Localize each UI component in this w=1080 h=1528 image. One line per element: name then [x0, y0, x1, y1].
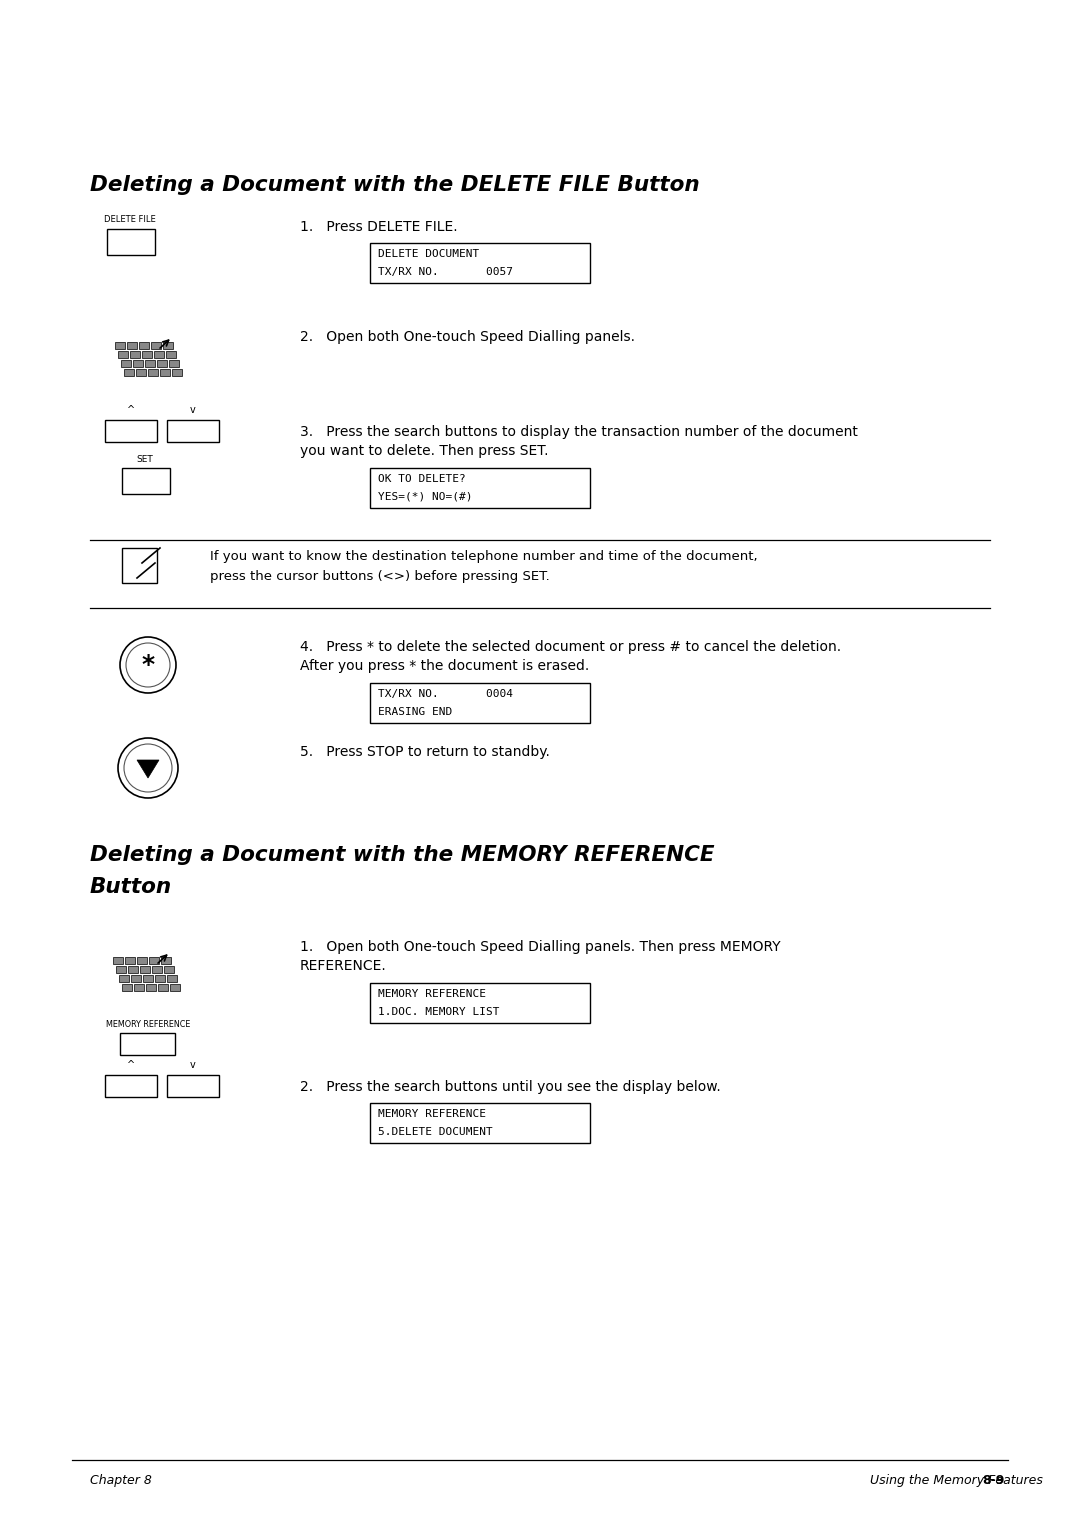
Bar — [137, 957, 147, 964]
Bar — [124, 368, 134, 376]
Text: Deleting a Document with the DELETE FILE Button: Deleting a Document with the DELETE FILE… — [90, 176, 700, 196]
Bar — [107, 229, 156, 255]
Bar — [163, 342, 173, 348]
Bar — [149, 957, 159, 964]
Bar — [120, 1033, 175, 1054]
Bar — [129, 966, 138, 973]
Bar — [160, 368, 170, 376]
Bar — [154, 351, 164, 358]
Text: Chapter 8: Chapter 8 — [90, 1475, 152, 1487]
Text: TX/RX NO.       0057: TX/RX NO. 0057 — [378, 267, 513, 277]
Text: SET: SET — [137, 455, 153, 465]
Bar — [122, 984, 132, 992]
Text: ^: ^ — [127, 1060, 135, 1070]
Bar — [119, 975, 129, 983]
Bar — [370, 683, 590, 723]
Bar — [166, 351, 176, 358]
Bar — [114, 342, 125, 348]
Circle shape — [118, 738, 178, 798]
Bar — [125, 957, 135, 964]
Bar — [130, 351, 140, 358]
Bar — [113, 957, 123, 964]
Text: OK TO DELETE?: OK TO DELETE? — [378, 474, 465, 484]
Text: ^: ^ — [127, 405, 135, 416]
Text: MEMORY REFERENCE: MEMORY REFERENCE — [378, 1109, 486, 1118]
Bar — [127, 342, 137, 348]
Bar — [145, 361, 156, 367]
Text: DELETE FILE: DELETE FILE — [104, 215, 156, 225]
Text: 5.DELETE DOCUMENT: 5.DELETE DOCUMENT — [378, 1126, 492, 1137]
Bar — [370, 243, 590, 283]
Bar — [152, 966, 162, 973]
Bar — [168, 361, 179, 367]
Text: 1.DOC. MEMORY LIST: 1.DOC. MEMORY LIST — [378, 1007, 499, 1016]
Text: Deleting a Document with the MEMORY REFERENCE: Deleting a Document with the MEMORY REFE… — [90, 845, 715, 865]
Bar — [158, 984, 168, 992]
Bar — [370, 468, 590, 507]
Text: DELETE DOCUMENT: DELETE DOCUMENT — [378, 249, 480, 260]
Text: 8-9: 8-9 — [983, 1475, 1005, 1487]
Text: 5.   Press STOP to return to standby.: 5. Press STOP to return to standby. — [300, 746, 550, 759]
Bar — [116, 966, 126, 973]
Text: 2.   Open both One-touch Speed Dialling panels.: 2. Open both One-touch Speed Dialling pa… — [300, 330, 635, 344]
Circle shape — [126, 643, 170, 688]
Text: 1.   Press DELETE FILE.: 1. Press DELETE FILE. — [300, 220, 458, 234]
Bar — [161, 957, 171, 964]
Bar — [141, 351, 152, 358]
Text: TX/RX NO.       0004: TX/RX NO. 0004 — [378, 689, 513, 700]
Bar — [167, 975, 177, 983]
Bar — [121, 361, 131, 367]
Text: press the cursor buttons (<>) before pressing SET.: press the cursor buttons (<>) before pre… — [210, 570, 550, 584]
Text: 4.   Press * to delete the selected document or press # to cancel the deletion.: 4. Press * to delete the selected docume… — [300, 640, 841, 654]
Text: v: v — [190, 405, 195, 416]
Circle shape — [124, 744, 172, 792]
Polygon shape — [122, 549, 157, 584]
Text: Using the Memory Features: Using the Memory Features — [870, 1475, 1043, 1487]
Text: 1.   Open both One-touch Speed Dialling panels. Then press MEMORY: 1. Open both One-touch Speed Dialling pa… — [300, 940, 781, 953]
Text: *: * — [141, 652, 154, 677]
Bar — [370, 983, 590, 1024]
Bar — [122, 468, 170, 494]
Bar — [134, 984, 144, 992]
Text: REFERENCE.: REFERENCE. — [300, 960, 387, 973]
Bar — [133, 361, 143, 367]
Bar — [105, 420, 157, 442]
Text: YES=(*) NO=(#): YES=(*) NO=(#) — [378, 492, 473, 501]
Polygon shape — [137, 759, 159, 778]
Circle shape — [120, 637, 176, 694]
Text: ERASING END: ERASING END — [378, 707, 453, 717]
Bar — [156, 975, 165, 983]
Text: 3.   Press the search buttons to display the transaction number of the document: 3. Press the search buttons to display t… — [300, 425, 858, 439]
Bar — [370, 1103, 590, 1143]
Bar — [143, 975, 153, 983]
Text: If you want to know the destination telephone number and time of the document,: If you want to know the destination tele… — [210, 550, 758, 562]
Bar — [136, 368, 146, 376]
Bar — [131, 975, 141, 983]
Bar — [164, 966, 174, 973]
Bar — [140, 966, 150, 973]
Bar — [167, 1076, 219, 1097]
Text: 2.   Press the search buttons until you see the display below.: 2. Press the search buttons until you se… — [300, 1080, 720, 1094]
Bar — [157, 361, 167, 367]
Bar — [151, 342, 161, 348]
Text: Button: Button — [90, 877, 172, 897]
Bar — [170, 984, 180, 992]
Bar — [118, 351, 129, 358]
Text: v: v — [190, 1060, 195, 1070]
Text: MEMORY REFERENCE: MEMORY REFERENCE — [106, 1021, 190, 1028]
Bar — [139, 342, 149, 348]
Bar — [167, 420, 219, 442]
Bar — [146, 984, 156, 992]
Bar — [172, 368, 183, 376]
Text: After you press * the document is erased.: After you press * the document is erased… — [300, 659, 590, 672]
Bar — [148, 368, 158, 376]
Bar — [105, 1076, 157, 1097]
Text: MEMORY REFERENCE: MEMORY REFERENCE — [378, 989, 486, 999]
Text: you want to delete. Then press SET.: you want to delete. Then press SET. — [300, 445, 549, 458]
